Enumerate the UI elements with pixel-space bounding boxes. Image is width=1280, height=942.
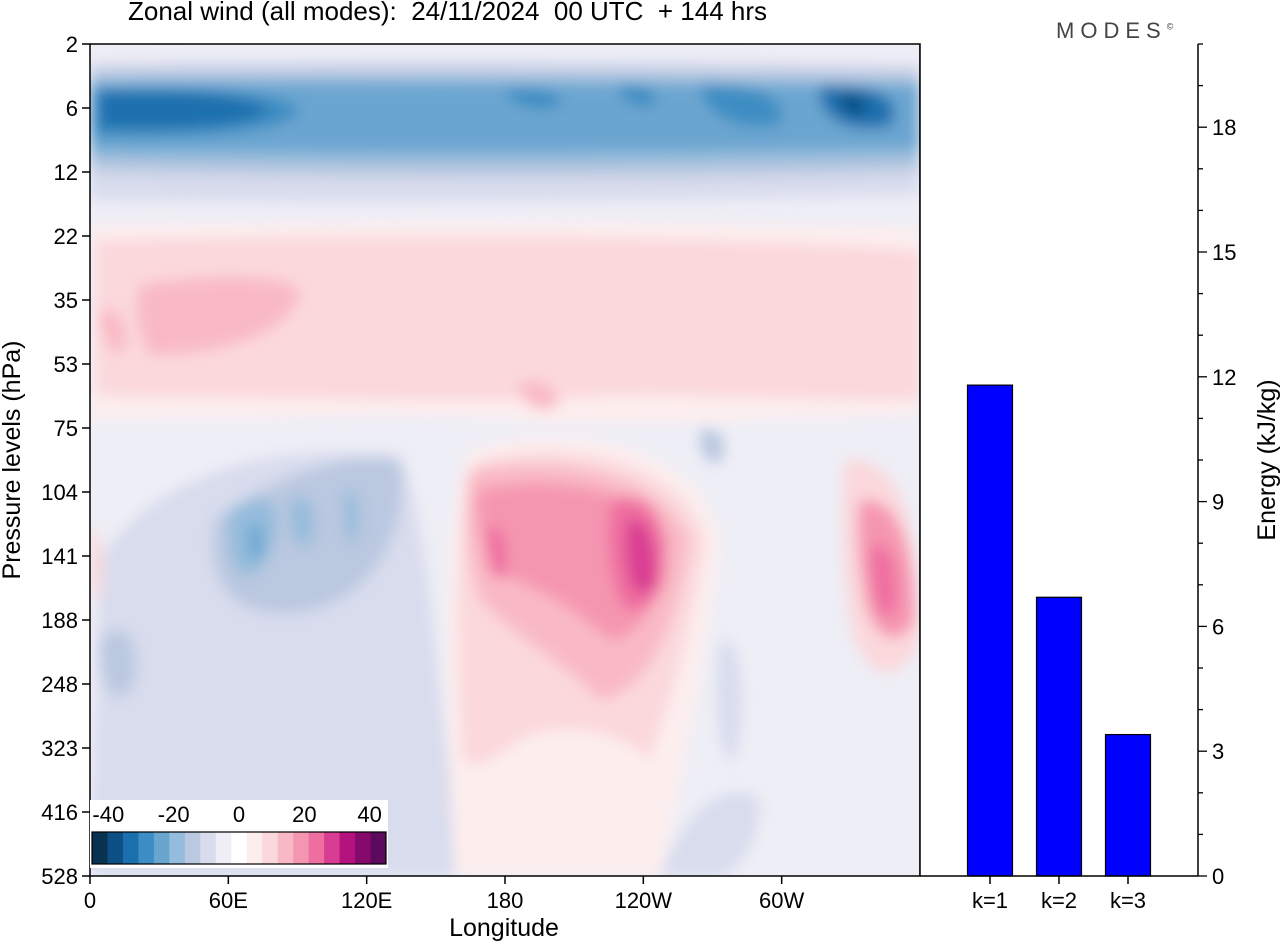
colorbar-swatch <box>293 832 310 864</box>
x-tick-label: 120W <box>615 888 673 913</box>
colorbar-swatch <box>92 832 108 864</box>
colorbar-swatch <box>138 832 155 864</box>
bar-y-tick-label: 3 <box>1212 739 1224 764</box>
modes-logo: MODES© <box>1056 18 1173 44</box>
logo-text: MODES <box>1056 18 1167 43</box>
bar-y-tick-label: 15 <box>1212 240 1236 265</box>
colorbar-swatch <box>339 832 356 864</box>
colorbar-swatch <box>262 832 279 864</box>
colorbar-swatch <box>169 832 186 864</box>
colorbar-swatch <box>370 832 387 864</box>
heatmap-y-axis-label: Pressure levels (hPa) <box>0 341 26 580</box>
heatmap-plot: 2 6 12 22 35 53 75 104 141 188 248 323 416 528 0 60E 12… <box>0 32 921 942</box>
colorbar-frame <box>91 831 387 865</box>
x-tick-label: 0 <box>84 888 96 913</box>
bar-category-label: k=2 <box>1041 888 1077 913</box>
colorbar-swatch <box>215 832 232 864</box>
colorbar-swatch <box>308 832 325 864</box>
colorbar-swatch <box>200 832 217 864</box>
colorbar-label: -40 <box>92 802 124 827</box>
colorbar-label: -20 <box>158 802 190 827</box>
y-tick-label: 323 <box>41 736 78 761</box>
x-tick-label: 60E <box>209 888 248 913</box>
y-tick-label: 2 <box>66 32 78 57</box>
colorbar: -40 -20 0 20 40 <box>90 800 388 868</box>
energy-bar <box>966 384 1014 877</box>
heatmap-x-axis-label: Longitude <box>449 914 559 942</box>
colorbar-label: 0 <box>233 802 245 827</box>
colorbar-swatch <box>107 832 124 864</box>
y-tick-label: 188 <box>41 608 78 633</box>
x-tick-label: 180 <box>487 888 524 913</box>
colorbar-swatch <box>153 832 170 864</box>
bar-y-tick-label: 12 <box>1212 365 1236 390</box>
chart-title: Zonal wind (all modes): 24/11/2024 00 UT… <box>128 0 768 26</box>
bar-category-label: k=3 <box>1110 888 1146 913</box>
colorbar-label: 20 <box>292 802 316 827</box>
bar-y-tick-label: 6 <box>1212 614 1224 639</box>
bar-y-tick-label: 0 <box>1212 864 1224 889</box>
energy-bars: k=1 k=2 k=3 <box>966 384 1152 913</box>
colorbar-swatch <box>277 832 294 864</box>
x-tick-label: 60W <box>759 888 804 913</box>
bar-y-axis: 0 3 6 9 12 15 18 <box>1198 43 1236 889</box>
energy-bar <box>1035 596 1083 877</box>
y-tick-label: 22 <box>54 224 78 249</box>
colorbar-swatch <box>246 832 263 864</box>
energy-bar-chart: k=1 k=2 k=3 0 3 6 9 12 15 18 Energy (kJ/kg) <box>919 43 1280 913</box>
y-tick-label: 53 <box>54 352 78 377</box>
x-tick-label: 120E <box>341 888 392 913</box>
y-tick-label: 6 <box>66 96 78 121</box>
y-tick-label: 35 <box>54 288 78 313</box>
colorbar-label: 40 <box>357 802 381 827</box>
bar-y-tick-label: 18 <box>1212 115 1236 140</box>
heatmap-x-axis: 0 60E 120E 180 120W 60W <box>84 876 805 913</box>
colorbar-swatch <box>324 832 341 864</box>
colorbar-swatch <box>355 832 372 864</box>
y-tick-label: 248 <box>41 672 78 697</box>
colorbar-swatch <box>122 832 139 864</box>
y-tick-label: 528 <box>41 864 78 889</box>
y-tick-label: 104 <box>41 480 78 505</box>
logo-mark: © <box>1166 21 1174 32</box>
bar-y-tick-label: 9 <box>1212 490 1224 515</box>
bar-category-label: k=1 <box>972 888 1008 913</box>
colorbar-swatch <box>184 832 201 864</box>
y-tick-label: 75 <box>54 416 78 441</box>
colorbar-swatch <box>231 832 248 864</box>
y-tick-label: 141 <box>41 544 78 569</box>
heatmap-field <box>90 60 920 876</box>
y-tick-label: 416 <box>41 800 78 825</box>
y-tick-label: 12 <box>54 160 78 185</box>
bar-y-axis-label: Energy (kJ/kg) <box>1253 379 1280 540</box>
energy-bar <box>1104 733 1152 877</box>
heatmap-y-axis: 2 6 12 22 35 53 75 104 141 188 248 323 416 528 <box>41 32 90 889</box>
